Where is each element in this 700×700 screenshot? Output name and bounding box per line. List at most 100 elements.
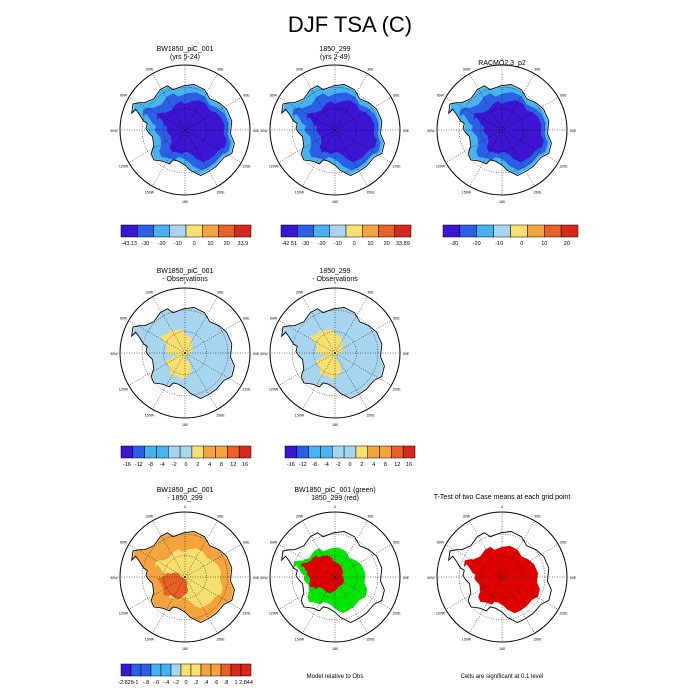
meridian-line bbox=[469, 520, 503, 578]
meridian-line bbox=[184, 296, 218, 354]
colorbar-label: 12 bbox=[230, 462, 236, 468]
meridian-line bbox=[128, 576, 186, 610]
panel-title-line: - Observations bbox=[162, 276, 208, 283]
meridian-line bbox=[469, 129, 503, 187]
meridian-line bbox=[501, 576, 535, 634]
longitude-label: 90E bbox=[570, 576, 577, 580]
field-fill-2 bbox=[164, 355, 192, 380]
meridian-line bbox=[152, 296, 186, 354]
field-fill-1 bbox=[310, 329, 343, 359]
meridian-line bbox=[334, 352, 392, 386]
meridian-line bbox=[445, 97, 503, 131]
map-boundary bbox=[269, 287, 401, 419]
colorbar-label: -10 bbox=[495, 241, 503, 247]
meridian-line bbox=[445, 544, 503, 578]
panel-title-line: BW1850_piC_001 bbox=[156, 487, 214, 494]
map-boundary bbox=[436, 511, 568, 643]
significance-red bbox=[300, 555, 344, 594]
longitude-label: 90E bbox=[253, 352, 260, 356]
longitude-label: 150W bbox=[295, 413, 305, 417]
meridian-line bbox=[184, 97, 242, 131]
colorbar-label: -2.828 bbox=[118, 680, 134, 686]
longitude-label: 120E bbox=[242, 612, 251, 616]
field-fill-2 bbox=[156, 100, 227, 163]
colorbar-swatch bbox=[180, 663, 192, 677]
colorbar-label: -.4 bbox=[163, 680, 169, 686]
panel-title: BW1850_piC_001- Observations bbox=[85, 268, 285, 284]
longitude-label: 30E bbox=[217, 68, 224, 72]
meridian-line bbox=[184, 576, 218, 634]
meridian-line bbox=[302, 520, 336, 578]
colorbar-label: .8 bbox=[224, 680, 229, 686]
longitude-label: 60E bbox=[393, 94, 400, 98]
longitude-label: 150E bbox=[216, 190, 225, 194]
map-boundary bbox=[119, 511, 251, 643]
colorbar-label: -12 bbox=[135, 462, 143, 468]
longitude-label: 90E bbox=[403, 576, 410, 580]
meridian-line bbox=[501, 73, 535, 131]
meridian-line bbox=[501, 129, 535, 187]
longitude-label: 150W bbox=[295, 190, 305, 194]
longitude-label: 150E bbox=[216, 637, 225, 641]
longitude-label: 120E bbox=[242, 165, 251, 169]
colorbar-label: 33.9 bbox=[238, 241, 249, 247]
longitude-label: 120E bbox=[392, 388, 401, 392]
colorbar-label: -8 bbox=[312, 462, 317, 468]
longitude-label: 30W bbox=[146, 515, 154, 519]
meridian-line bbox=[184, 544, 242, 578]
colorbar-label: -42.51 bbox=[281, 241, 297, 247]
colorbar-label: -30 bbox=[301, 241, 309, 247]
latitude-circle-0 bbox=[480, 108, 524, 152]
panel-title-line: (yrs 5-24) bbox=[170, 54, 200, 61]
longitude-label: 0 bbox=[334, 281, 336, 285]
longitude-label: 150E bbox=[533, 190, 542, 194]
meridian-line bbox=[334, 73, 368, 131]
meridian-line bbox=[302, 73, 336, 131]
panel-title: T-Test of two Case means at each grid po… bbox=[402, 494, 602, 502]
longitude-label: 30E bbox=[367, 515, 374, 519]
longitude-label: 150W bbox=[145, 637, 155, 641]
longitude-label: 60W bbox=[270, 94, 278, 98]
longitude-label: 30E bbox=[367, 291, 374, 295]
panel-title-line: 1850_299 bbox=[319, 46, 351, 53]
longitude-label: 90W bbox=[260, 129, 268, 133]
latitude-circle-0 bbox=[163, 108, 207, 152]
panel-title-line: (yrs 2-49) bbox=[320, 54, 350, 61]
colorbar-label: -30 bbox=[450, 241, 458, 247]
panel-title-line: T-Test of two Case means at each grid po… bbox=[433, 494, 571, 501]
colorbar-label: -2 bbox=[336, 462, 341, 468]
longitude-label: 150E bbox=[216, 413, 225, 417]
panel-title-line: - 1850_299 bbox=[167, 495, 203, 502]
longitude-label: 180 bbox=[332, 423, 338, 427]
longitude-label: 60E bbox=[560, 94, 567, 98]
map-boundary bbox=[269, 64, 401, 196]
longitude-label: 0 bbox=[501, 58, 503, 62]
longitude-label: 90E bbox=[570, 129, 577, 133]
longitude-label: 90E bbox=[403, 129, 410, 133]
longitude-label: 90E bbox=[403, 352, 410, 356]
field-fill-2 bbox=[306, 100, 377, 163]
longitude-label: 0 bbox=[334, 505, 336, 509]
colorbar-label: -1 bbox=[134, 680, 139, 686]
panel-title-line: 1850_299 bbox=[319, 268, 351, 275]
longitude-label: 30W bbox=[146, 291, 154, 295]
longitude-label: 30W bbox=[146, 68, 154, 72]
colorbar-swatch bbox=[200, 663, 212, 677]
colorbar-label: 4 bbox=[208, 462, 211, 468]
colorbar-swatch bbox=[238, 445, 252, 459]
longitude-label: 0 bbox=[334, 58, 336, 62]
panel-caption: Model relative to Obs bbox=[306, 674, 364, 680]
colorbar-swatch bbox=[394, 224, 412, 238]
colorbar-label: 0 bbox=[353, 241, 356, 247]
map-boundary bbox=[269, 511, 401, 643]
meridian-line bbox=[445, 129, 503, 163]
longitude-label: 0 bbox=[501, 505, 503, 509]
longitude-label: 150W bbox=[145, 190, 155, 194]
longitude-label: 120W bbox=[119, 612, 129, 616]
